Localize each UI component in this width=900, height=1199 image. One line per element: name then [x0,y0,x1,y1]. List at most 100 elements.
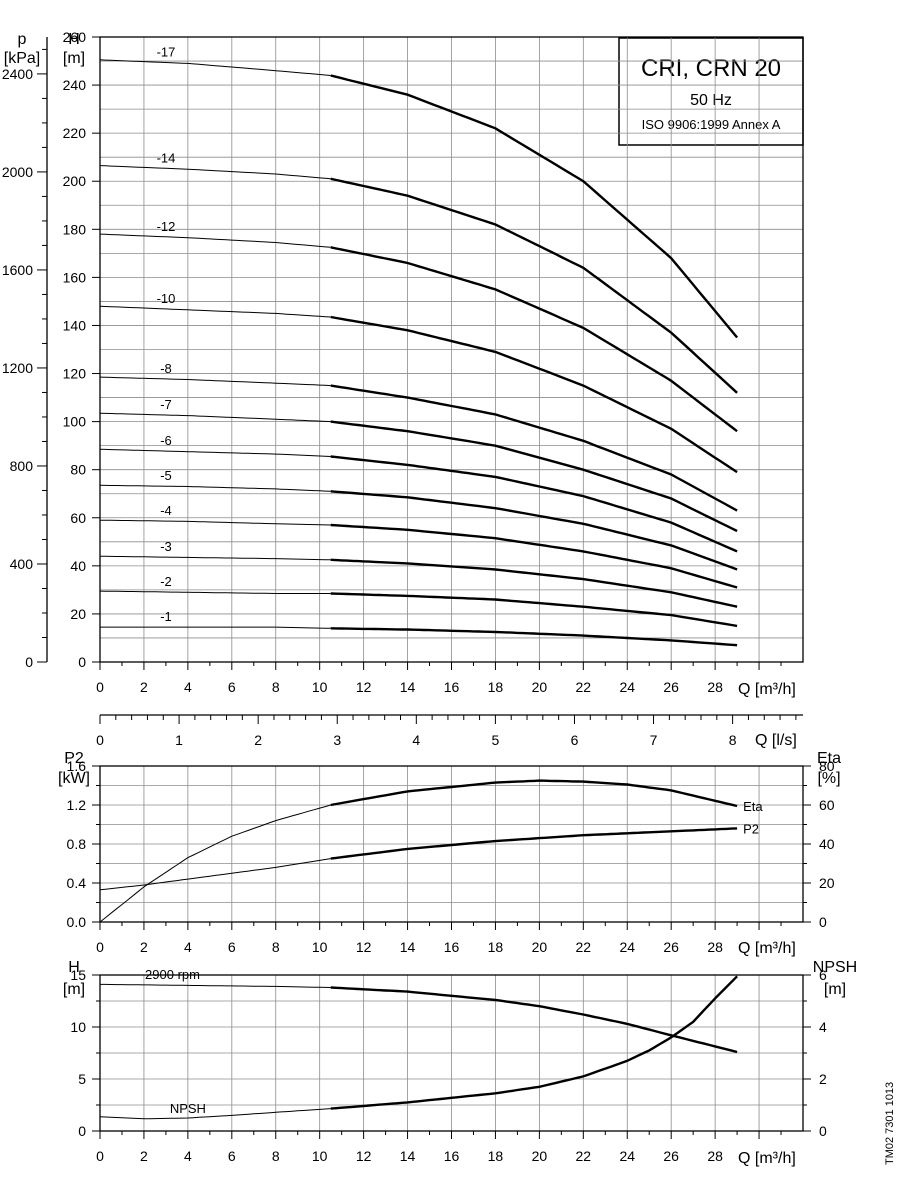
np-y2-tick-label: 2 [819,1071,827,1087]
np-x-tick-label: 18 [488,1148,504,1164]
pressure-axis-unit: [kPa] [4,50,40,67]
np-x-axis-label: Q [m³/h] [738,1150,796,1167]
np-x-tick-label: 12 [356,1148,372,1164]
np-y2-tick-label: 0 [819,1123,827,1139]
head-curve-7-part-load [99,412,331,423]
np-y-tick-label: 5 [78,1071,86,1087]
np-x-tick-label: 22 [576,1148,592,1164]
head-x-axis-label: Q [m³/h] [738,681,796,698]
flow-litres-tick-label: 6 [571,732,579,748]
head-curve-17 [330,74,739,339]
pressure-tick-label: 0 [25,654,33,670]
np-x-tick-label: 20 [532,1148,548,1164]
head-curve-12 [330,246,738,433]
head-x-tick-label: 28 [707,679,723,695]
np-y2-tick-label: 6 [819,967,827,983]
head-x-tick-label: 10 [312,679,328,695]
head-curve-3-part-load [99,555,331,561]
stage-label: -12 [157,219,176,234]
head-curve-14-part-load [99,165,331,180]
pe-y-tick-label: 0.4 [67,875,87,891]
pe-x-tick-label: 6 [228,939,236,955]
stage-label: -3 [160,539,172,554]
head-y-tick-label: 0 [78,654,86,670]
head-x-tick-label: 16 [444,679,460,695]
head-y-tick-label: 20 [70,606,86,622]
head-x-tick-label: 2 [140,679,148,695]
head-y-tick-label: 80 [70,462,86,478]
head-axis-unit-h: [m] [63,50,85,67]
head-y-tick-label: 40 [70,558,86,574]
head-x-tick-label: 8 [272,679,280,695]
pe-x-tick-label: 22 [576,939,592,955]
head-curve-17-part-load [99,59,331,76]
head-x-tick-label: 6 [228,679,236,695]
head-y-tick-label: 200 [63,173,87,189]
pe-curve-P2-part-load [99,858,331,891]
pe-x-tick-label: 2 [140,939,148,955]
head-y-tick-label: 140 [63,317,87,333]
head-curve-7 [330,420,738,533]
np-x-tick-label: 26 [663,1148,679,1164]
head-curve-6 [330,455,738,553]
curve-end-label: P2 [743,821,759,836]
pe-y2-tick-label: 80 [819,758,835,774]
pe-x-tick-label: 8 [272,939,280,955]
head-x-tick-label: 14 [400,679,416,695]
np-x-tick-label: 6 [228,1148,236,1164]
stage-label: -2 [160,574,172,589]
title-box: CRI, CRN 20 50 Hz ISO 9906:1999 Annex A [618,37,804,146]
head-curve-3 [330,558,738,608]
head-curve-4-part-load [100,519,331,526]
head-y-tick-label: 60 [70,510,86,526]
head-curve-1 [330,627,738,647]
head-x-tick-label: 24 [619,679,635,695]
head-curve-6-part-load [99,448,331,457]
pressure-tick-label: 1600 [2,262,33,278]
frequency-label: 50 Hz [690,92,732,109]
p2-axis-unit: [kW] [58,770,90,787]
pe-curve-Eta [330,779,738,808]
title-box-frame [618,37,804,146]
np-curve-2900rpm [330,986,738,1054]
stage-label: -10 [157,291,176,306]
flow-litres-tick-label: 8 [729,732,737,748]
head-curve-5-part-load [99,484,331,492]
pressure-axis-label: p [18,31,27,48]
pe-x-tick-label: 26 [663,939,679,955]
npsh-axis-unit: [m] [824,981,846,998]
stage-label: -6 [160,433,172,448]
head-y-tick-label: 260 [63,29,87,45]
stage-label: -7 [160,397,172,412]
stage-label: -17 [157,45,176,60]
flow-litres-tick-label: 2 [254,732,262,748]
pe-y2-tick-label: 60 [819,797,835,813]
pe-y-tick-label: 1.2 [67,797,87,813]
np-x-tick-label: 24 [619,1148,635,1164]
stage-label: -1 [160,609,172,624]
np-y-tick-label: 15 [70,967,86,983]
np-head-axis-label: H [68,959,80,976]
head-curve-12-part-load [99,233,331,248]
head-y-tick-label: 120 [63,366,87,382]
flow-litres-tick-label: 7 [650,732,658,748]
pressure-tick-label: 2400 [2,66,33,82]
pe-x-tick-label: 20 [532,939,548,955]
head-curve-10-part-load [99,305,331,318]
head-x-tick-label: 0 [96,679,104,695]
flow-litres-axis-label: Q [l/s] [755,732,797,749]
head-y-tick-label: 100 [63,414,87,430]
head-x-tick-label: 12 [356,679,372,695]
pressure-tick-label: 2000 [2,164,33,180]
pe-y2-tick-label: 40 [819,836,835,852]
np-curve-2900rpm-part-load [100,983,331,988]
eta-axis-unit: [%] [817,770,840,787]
flow-litres-tick-label: 0 [96,732,104,748]
eta-axis-label: Eta [817,750,841,767]
pe-y-tick-label: 0.0 [67,914,87,930]
np-x-tick-label: 8 [272,1148,280,1164]
flow-litres-axis: 0 1 2 3 4 5 6 7 8 Q [l/s] [96,714,803,749]
head-curve-10 [330,315,738,474]
